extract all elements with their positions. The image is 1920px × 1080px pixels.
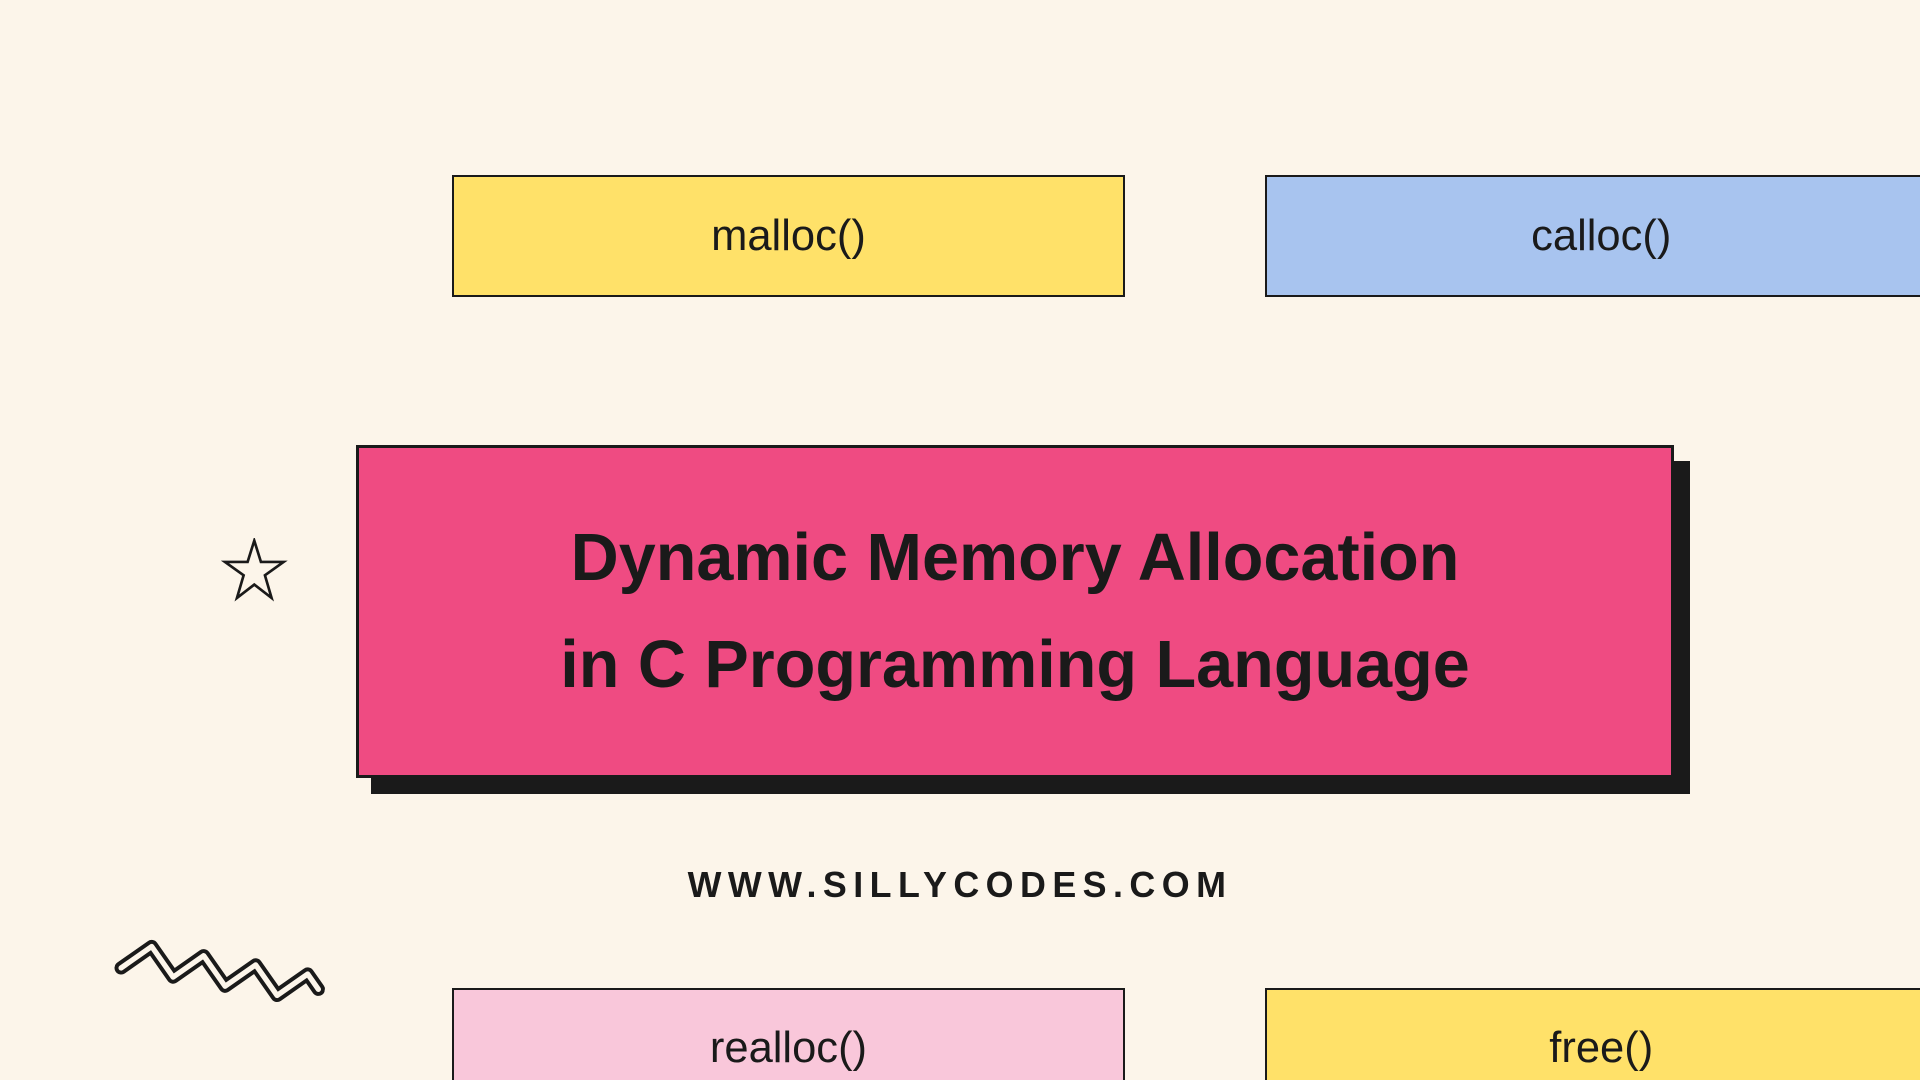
- free-box: free(): [1265, 988, 1920, 1080]
- star-icon: [221, 538, 288, 605]
- malloc-box: malloc(): [452, 175, 1125, 297]
- malloc-label: malloc(): [711, 212, 866, 261]
- calloc-label: calloc(): [1531, 212, 1671, 261]
- main-title-line1: Dynamic Memory Allocation: [571, 505, 1460, 612]
- zigzag-icon: [107, 927, 329, 1043]
- canvas: malloc() calloc() Dynamic Memory Allocat…: [0, 0, 1920, 1080]
- free-label: free(): [1549, 1024, 1653, 1073]
- calloc-box: calloc(): [1265, 175, 1920, 297]
- main-title-line2: in C Programming Language: [560, 612, 1470, 719]
- realloc-box: realloc(): [452, 988, 1125, 1080]
- website-url: WWW.SILLYCODES.COM: [688, 865, 1233, 906]
- realloc-label: realloc(): [710, 1024, 867, 1073]
- main-title-box: Dynamic Memory Allocation in C Programmi…: [356, 445, 1674, 778]
